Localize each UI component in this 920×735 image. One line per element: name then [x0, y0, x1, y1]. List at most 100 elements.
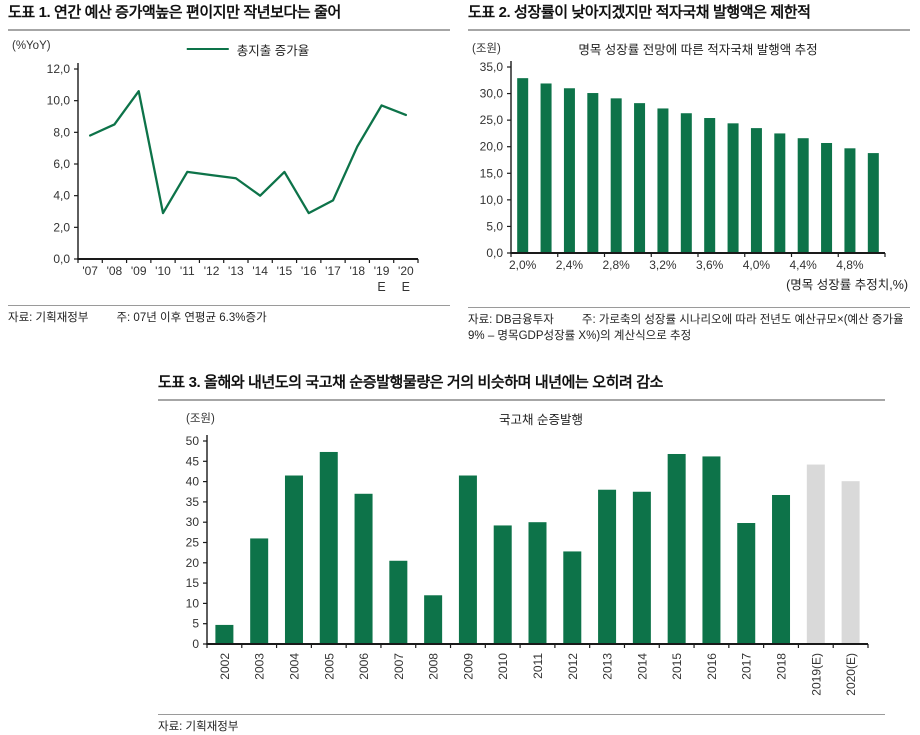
- chart2-unit-label: (조원): [472, 43, 501, 55]
- svg-text:5: 5: [192, 617, 199, 631]
- svg-text:35: 35: [186, 495, 200, 509]
- svg-text:2002: 2002: [218, 653, 232, 680]
- chart3-title: 도표 3. 올해와 내년도의 국고채 순증발행물량은 거의 비슷하며 내년에는 …: [158, 374, 663, 391]
- svg-text:2,0: 2,0: [53, 220, 70, 234]
- svg-text:2005: 2005: [322, 653, 336, 680]
- svg-text:2018: 2018: [775, 653, 789, 680]
- svg-text:0: 0: [192, 637, 199, 651]
- svg-text:2014: 2014: [635, 653, 649, 680]
- svg-text:0,0: 0,0: [486, 246, 503, 260]
- chart2-footer-divider: [468, 307, 910, 308]
- svg-text:20,0: 20,0: [480, 140, 504, 154]
- chart1-header: (%YoY) 총지출 증가율: [8, 31, 450, 59]
- chart3-unit-label: (조원): [186, 413, 215, 425]
- svg-text:50: 50: [186, 434, 200, 448]
- chart3-title-divider: [158, 399, 885, 401]
- chart2-subtitle: 명목 성장률 전망에 따른 적자국채 발행액 추정: [578, 43, 818, 57]
- chart1-unit-label: (%YoY): [12, 40, 51, 52]
- figure-panel-2: 도표 2. 성장률이 낮아지겠지만 적자국채 발행액은 제한적 (조원) 명목 …: [468, 2, 910, 344]
- svg-text:4,0%: 4,0%: [743, 258, 771, 272]
- svg-text:2003: 2003: [253, 653, 267, 680]
- svg-text:30: 30: [186, 515, 200, 529]
- svg-text:0,0: 0,0: [53, 252, 70, 266]
- svg-text:30,0: 30,0: [480, 87, 504, 101]
- svg-text:'11: '11: [180, 264, 195, 278]
- figure-panel-3: 도표 3. 올해와 내년도의 국고채 순증발행물량은 거의 비슷하며 내년에는 …: [158, 372, 885, 735]
- chart3-footer-divider: [158, 714, 885, 715]
- svg-text:(명목 성장률 추정치,%): (명목 성장률 추정치,%): [786, 278, 908, 292]
- svg-text:2008: 2008: [427, 653, 441, 680]
- svg-text:'13: '13: [228, 264, 244, 278]
- svg-text:'20: '20: [398, 264, 414, 278]
- svg-text:2,8%: 2,8%: [603, 258, 631, 272]
- svg-text:'15: '15: [277, 264, 293, 278]
- chart2-title: 도표 2. 성장률이 낮아지겠지만 적자국채 발행액은 제한적: [468, 4, 811, 21]
- ktb-net-issuance-bar-chart: 0 5 10 15 20 25 30 35 40 45 50 2002 2003 2004 2005 2006…: [186, 434, 869, 696]
- svg-text:2009: 2009: [461, 653, 475, 680]
- svg-text:'08: '08: [107, 264, 123, 278]
- svg-text:2004: 2004: [287, 653, 301, 680]
- svg-text:10: 10: [186, 596, 200, 610]
- chart3-source: 자료: 기획재정부: [158, 721, 239, 733]
- svg-text:6,0: 6,0: [53, 157, 70, 171]
- svg-text:4,8%: 4,8%: [836, 258, 864, 272]
- chart1-source-row: 자료: 기획재정부 주: 07년 이후 연평균 6.3%증가: [8, 310, 450, 326]
- figure-panel-1: 도표 1. 연간 예산 증가액높은 편이지만 작년보다는 줄어 (%YoY) 총…: [8, 2, 450, 326]
- chart1-note: 주: 07년 이후 연평균 6.3%증가: [116, 312, 267, 324]
- svg-text:'10: '10: [155, 264, 171, 278]
- chart3-subtitle: 국고채 순증발행: [499, 413, 583, 427]
- svg-text:'17: '17: [325, 264, 341, 278]
- legend-line-swatch: [186, 48, 229, 50]
- svg-text:'16: '16: [301, 264, 317, 278]
- chart2-header: (조원) 명목 성장률 전망에 따른 적자국채 발행액 추정: [468, 31, 910, 59]
- svg-text:2,0%: 2,0%: [509, 258, 537, 272]
- svg-text:10,0: 10,0: [480, 193, 504, 207]
- svg-text:'19: '19: [374, 264, 390, 278]
- chart2-title-divider: [468, 29, 910, 31]
- chart1-legend: 총지출 증가율: [186, 39, 309, 59]
- svg-text:2006: 2006: [357, 653, 371, 680]
- svg-text:15,0: 15,0: [480, 166, 504, 180]
- svg-text:3,6%: 3,6%: [696, 258, 724, 272]
- svg-text:2013: 2013: [601, 653, 615, 680]
- svg-text:8,0: 8,0: [53, 125, 70, 139]
- svg-text:'09: '09: [131, 264, 147, 278]
- svg-text:10,0: 10,0: [47, 94, 71, 108]
- chart2-source: 자료: DB금융투자: [468, 314, 554, 326]
- svg-text:E: E: [377, 280, 385, 294]
- svg-text:2016: 2016: [705, 653, 719, 680]
- svg-text:20: 20: [186, 556, 200, 570]
- svg-text:25: 25: [186, 536, 200, 550]
- svg-text:5,0: 5,0: [486, 219, 503, 233]
- svg-text:2015: 2015: [670, 653, 684, 680]
- svg-text:'12: '12: [204, 264, 220, 278]
- svg-text:4,4%: 4,4%: [790, 258, 818, 272]
- chart1-footer-divider: [8, 305, 450, 306]
- svg-text:45: 45: [186, 454, 200, 468]
- chart1-title-divider: [8, 29, 450, 31]
- svg-text:'18: '18: [349, 264, 365, 278]
- svg-text:'07: '07: [82, 264, 98, 278]
- svg-text:2017: 2017: [740, 653, 754, 680]
- chart2-source-row: 자료: DB금융투자 주: 가로축의 성장률 시나리오에 따라 전년도 예산규모×…: [468, 312, 910, 344]
- deficit-bond-bar-chart: 0,0 5,0 10,0 15,0 20,0 25,0 30,0 35,0 2,0% 2,4% 2,…: [480, 60, 908, 292]
- svg-text:2,4%: 2,4%: [556, 258, 584, 272]
- svg-text:2020(E): 2020(E): [844, 653, 858, 696]
- expenditure-growth-line-chart: 0,0 2,0 4,0 6,0 8,0 10,0 12,0 '07 '08 '09 '10 '11 '1…: [47, 62, 419, 294]
- chart1-title: 도표 1. 연간 예산 증가액높은 편이지만 작년보다는 줄어: [8, 4, 341, 21]
- svg-text:2012: 2012: [566, 653, 580, 680]
- svg-text:40: 40: [186, 475, 200, 489]
- chart3-header: (조원) 국고채 순증발행: [158, 401, 885, 429]
- svg-text:35,0: 35,0: [480, 60, 504, 74]
- svg-text:E: E: [402, 280, 410, 294]
- svg-text:3,2%: 3,2%: [649, 258, 677, 272]
- chart1-source: 자료: 기획재정부: [8, 312, 89, 324]
- svg-text:2019(E): 2019(E): [809, 653, 823, 696]
- svg-text:2011: 2011: [531, 653, 545, 679]
- svg-text:'14: '14: [252, 264, 268, 278]
- svg-text:4,0: 4,0: [53, 189, 70, 203]
- svg-text:12,0: 12,0: [47, 62, 71, 76]
- svg-text:15: 15: [186, 576, 200, 590]
- chart2-note: 주: 가로축의 성장률 시나리오에 따라 전년도 예산규모×(예산 증가율 9%…: [468, 314, 904, 343]
